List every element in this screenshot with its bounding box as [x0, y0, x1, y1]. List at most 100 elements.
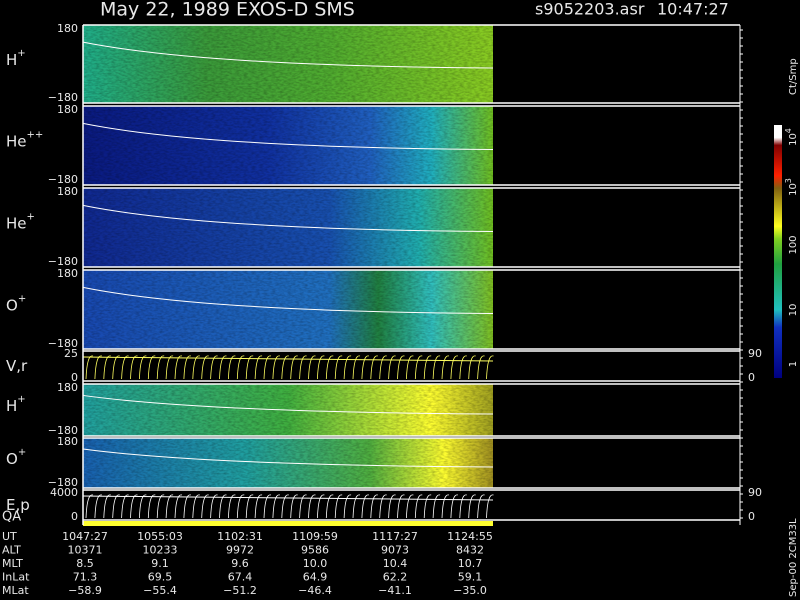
trace — [236, 494, 245, 519]
species: H — [6, 51, 17, 69]
trace — [156, 355, 165, 380]
cell: 8432 — [456, 544, 484, 557]
cell: 64.9 — [303, 571, 328, 584]
trace — [486, 494, 494, 519]
spectrogram-noise — [83, 25, 493, 103]
trace — [370, 494, 378, 519]
trace — [94, 355, 103, 380]
footer: Sep-00 2CM33L — [788, 518, 799, 597]
species: V,r — [6, 357, 28, 375]
species: O — [6, 450, 18, 468]
trace — [423, 494, 432, 519]
row-label: ALT — [2, 544, 21, 557]
cell: 9586 — [301, 544, 329, 557]
trace — [254, 494, 263, 519]
trace — [94, 494, 103, 519]
cell: 8.5 — [76, 557, 94, 570]
cell: 1055:03 — [137, 530, 183, 543]
trace — [112, 355, 120, 380]
trace — [290, 494, 298, 519]
colorbar-label: 1 — [788, 361, 799, 367]
trace — [414, 355, 423, 380]
cell: 1047:27 — [62, 530, 108, 543]
colorbar-base: 1 — [788, 361, 799, 367]
tick-bottom: −180 — [48, 173, 78, 186]
trace — [192, 355, 200, 380]
trace — [334, 355, 343, 380]
colorbar-base: 10 — [788, 304, 799, 317]
charge: + — [17, 48, 25, 59]
trace — [139, 355, 147, 380]
tick-top: 180 — [57, 103, 78, 116]
cell: 62.2 — [383, 571, 408, 584]
panel-label: H+ — [6, 48, 26, 69]
trace — [281, 355, 289, 380]
trace — [245, 355, 254, 380]
panel-label: H+ — [6, 394, 26, 415]
trace — [432, 355, 441, 380]
right-tick-top: 90 — [748, 486, 762, 499]
trace — [228, 494, 236, 519]
charge: + — [18, 294, 26, 305]
species: H — [6, 397, 17, 415]
colorbar-base: 10 — [788, 133, 799, 146]
trace-line — [82, 356, 494, 362]
tick-top: 25 — [64, 347, 78, 360]
cell: 67.4 — [228, 571, 253, 584]
trace — [210, 494, 218, 519]
trace — [254, 355, 263, 380]
trace — [468, 355, 476, 380]
trace — [236, 355, 245, 380]
cell: 1102:31 — [217, 530, 263, 543]
trace — [379, 355, 387, 380]
trace — [379, 494, 387, 519]
trace — [147, 355, 156, 380]
colorbar-label: 103 — [784, 178, 800, 196]
trace — [388, 494, 396, 519]
trace — [361, 355, 370, 380]
trace — [201, 355, 209, 380]
cell: 71.3 — [73, 571, 98, 584]
colorbar — [774, 125, 782, 378]
cell: 59.1 — [458, 571, 483, 584]
cell: −35.0 — [453, 584, 487, 597]
trace — [459, 494, 467, 519]
cell: −55.4 — [143, 584, 177, 597]
trace — [245, 494, 254, 519]
trace — [174, 355, 183, 380]
cell: 10.4 — [383, 557, 408, 570]
trace — [388, 355, 396, 380]
trace — [317, 355, 325, 380]
charge: ++ — [27, 130, 44, 141]
trace — [352, 494, 361, 519]
pitch-curve — [82, 122, 494, 150]
cell: 9073 — [381, 544, 409, 557]
trace — [477, 494, 485, 519]
panel-label: O+ — [6, 447, 26, 468]
trace — [450, 355, 459, 380]
panel-label: V,r — [6, 357, 28, 375]
colorbar-label: 100 — [788, 235, 799, 254]
colorbar-label: 10 — [788, 304, 799, 317]
trace — [441, 355, 450, 380]
trace — [486, 355, 494, 380]
cell: −46.4 — [298, 584, 332, 597]
trace — [183, 355, 192, 380]
trace — [165, 494, 174, 519]
trace — [121, 494, 129, 519]
trace — [406, 355, 414, 380]
charge: + — [18, 447, 26, 458]
trace — [112, 494, 120, 519]
trace-line — [82, 495, 494, 501]
tick-top: 4000 — [50, 486, 78, 499]
cell: 1124:55 — [447, 530, 493, 543]
trace — [352, 355, 361, 380]
cell: 1117:27 — [372, 530, 418, 543]
panel-label: He+ — [6, 212, 35, 233]
trace — [130, 355, 138, 380]
trace — [85, 494, 94, 519]
cell: 9972 — [226, 544, 254, 557]
trace — [103, 494, 111, 519]
species: He — [6, 132, 27, 150]
pitch-curve — [82, 394, 494, 415]
